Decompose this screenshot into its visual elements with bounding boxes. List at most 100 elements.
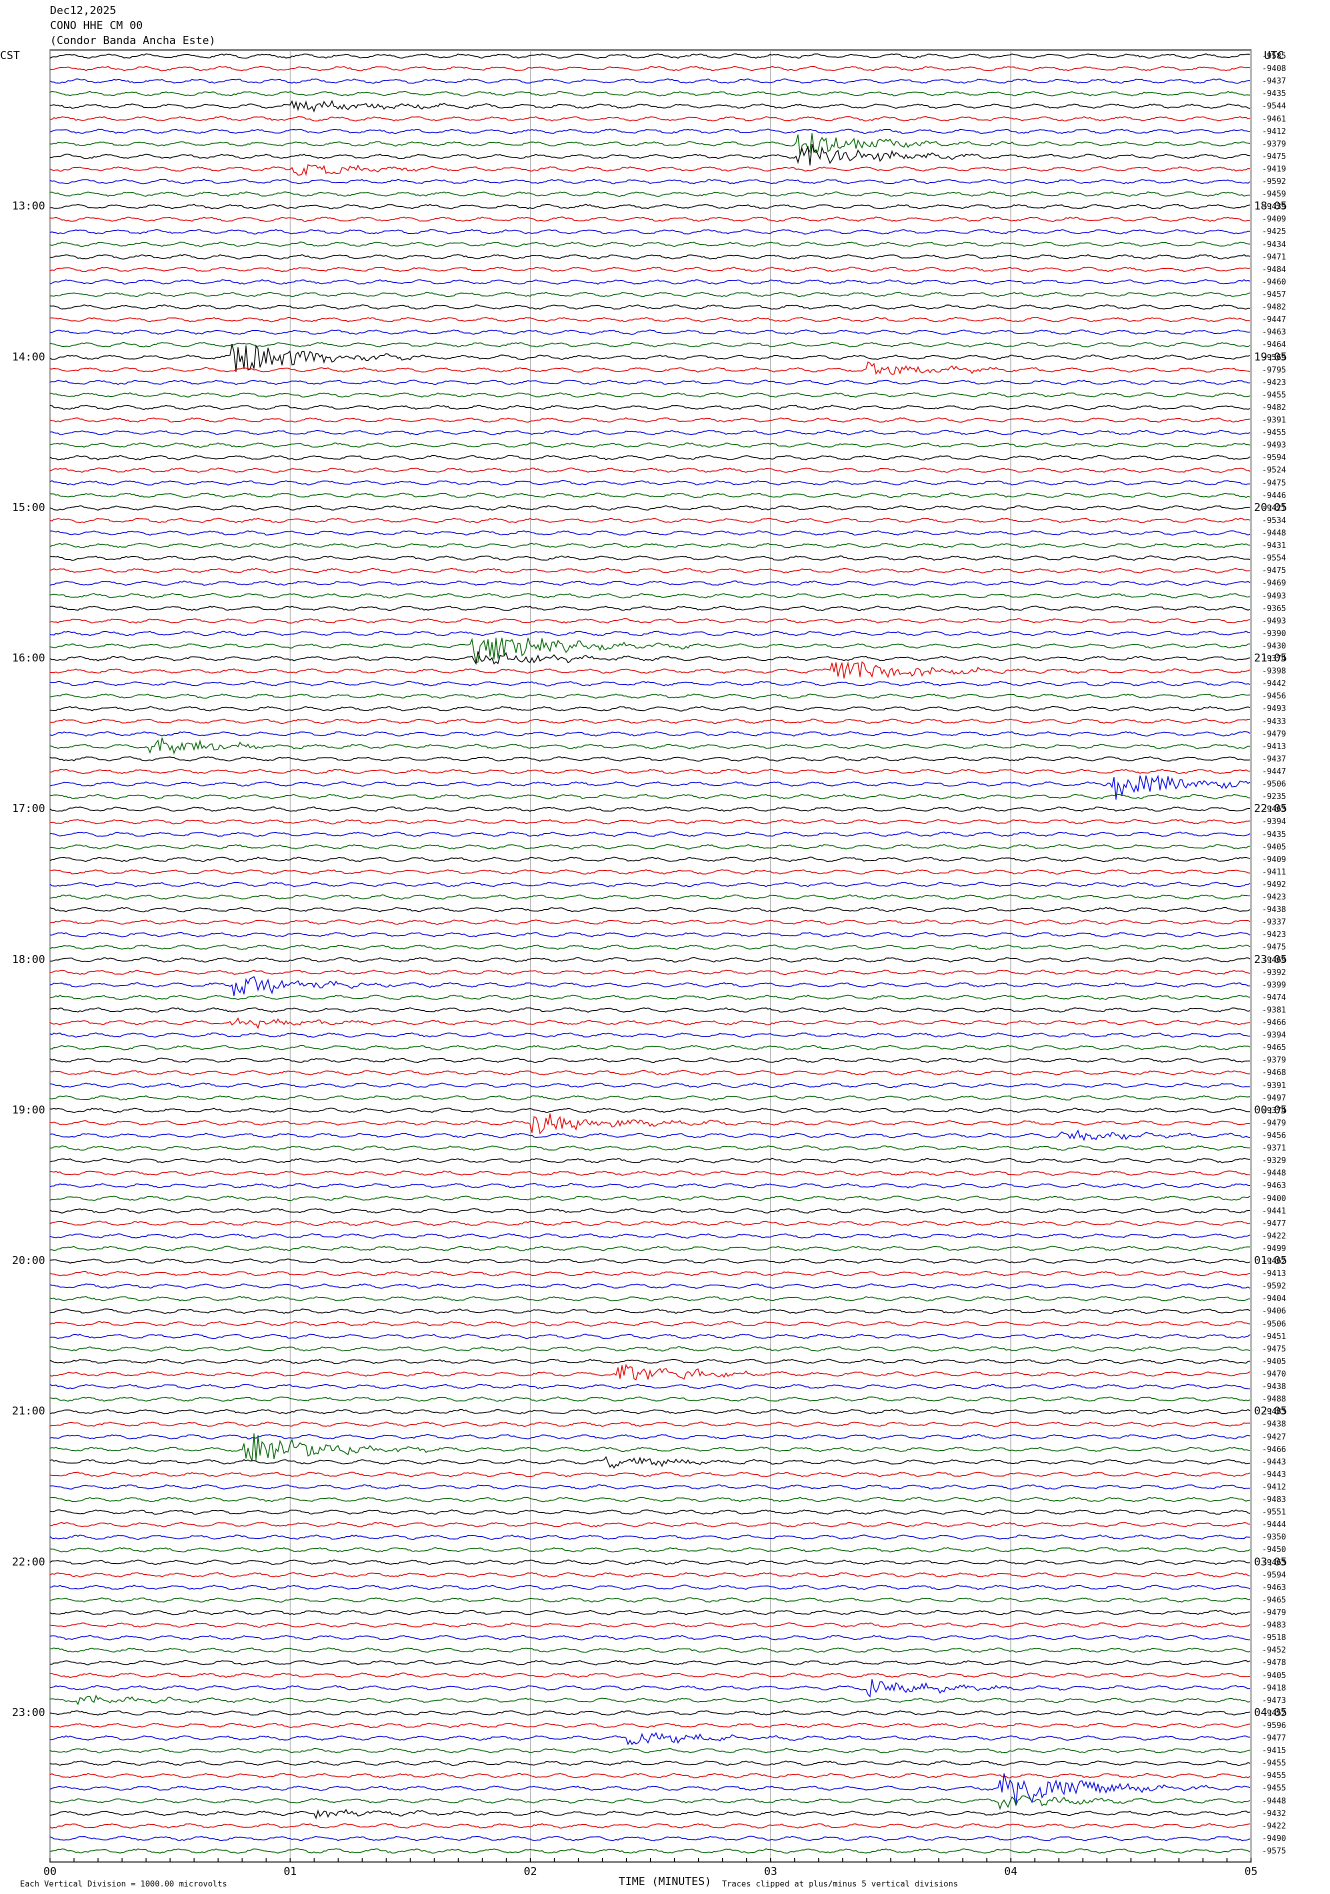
trace [49, 1233, 1251, 1239]
trace [49, 1421, 1251, 1427]
trace-offset: -9406 [1262, 1307, 1286, 1316]
trace-offset: -9493 [1262, 441, 1286, 450]
trace [49, 1129, 1251, 1142]
trace-offset: -9451 [1262, 1332, 1286, 1341]
trace [49, 1408, 1251, 1415]
trace-offset: -9478 [1262, 1658, 1286, 1667]
trace [49, 731, 1251, 737]
trace [49, 1572, 1251, 1578]
site: (Condor Banda Ancha Este) [50, 34, 216, 47]
trace-offset: -9459 [1262, 190, 1286, 199]
trace [49, 555, 1251, 561]
trace [49, 1057, 1251, 1063]
trace-offset: -9493 [1262, 616, 1286, 625]
trace [49, 1195, 1251, 1202]
trace-offset: -9400 [1262, 1194, 1286, 1203]
utc-time-label: 02:05 [1254, 1405, 1287, 1418]
trace [49, 1183, 1251, 1189]
trace [49, 1044, 1251, 1051]
trace [49, 344, 1251, 372]
trace [49, 580, 1251, 586]
trace [49, 1157, 1251, 1164]
trace-offset: -9477 [1262, 1219, 1286, 1228]
trace [49, 1358, 1251, 1365]
trace-offset: -9456 [1262, 692, 1286, 701]
trace-offset: -9469 [1262, 955, 1286, 964]
trace [49, 78, 1251, 84]
trace [49, 975, 1250, 997]
x-tick-label: 05 [1244, 1865, 1257, 1878]
trace-offset: -9350 [1262, 1533, 1286, 1542]
trace-offset: -9415 [1262, 1746, 1286, 1755]
trace [49, 517, 1251, 524]
trace [49, 228, 1251, 235]
trace-offset: -9461 [1262, 114, 1286, 123]
trace [49, 1245, 1251, 1252]
trace [49, 1823, 1251, 1829]
trace [49, 454, 1251, 461]
trace-offset: -9460 [1262, 277, 1286, 286]
trace [49, 291, 1251, 298]
trace [49, 178, 1251, 185]
trace [49, 737, 1251, 755]
trace-offset: -9482 [1262, 303, 1286, 312]
trace [49, 1484, 1251, 1490]
trace-offset: -9569 [1262, 353, 1286, 362]
trace-offset: -9457 [1262, 290, 1286, 299]
trace [50, 705, 1251, 712]
trace-offset: -9432 [1262, 1809, 1286, 1818]
trace-offset: -9468 [1262, 1068, 1286, 1077]
trace-offset: -9446 [1262, 491, 1286, 500]
trace-offset: -9455 [1262, 1784, 1286, 1793]
trace [49, 530, 1251, 536]
trace [49, 1082, 1251, 1089]
plot-frame [49, 49, 1252, 1863]
trace-offset: -9425 [1262, 227, 1286, 236]
trace-offset: -9434 [1262, 240, 1286, 249]
trace [49, 1007, 1251, 1013]
trace [49, 1070, 1250, 1076]
trace-offset: -9405 [1262, 842, 1286, 851]
trace-offset: -9479 [1262, 729, 1286, 738]
trace-offset: -9585 [1262, 52, 1286, 61]
trace [49, 869, 1251, 875]
utc-time-label: 00:05 [1254, 1103, 1287, 1116]
trace-offset: -9379 [1262, 1056, 1286, 1065]
trace [49, 1747, 1251, 1754]
trace [49, 1597, 1251, 1603]
trace-offset: -9493 [1262, 591, 1286, 600]
cst-time-label: 14:00 [12, 350, 45, 363]
trace-offset: -9448 [1262, 1169, 1286, 1178]
utc-time-label: 04:05 [1254, 1706, 1287, 1719]
trace-offset: -9381 [1262, 1005, 1286, 1014]
trace [49, 1835, 1251, 1842]
trace-offset: -9475 [1262, 152, 1286, 161]
trace-offset: -9469 [1262, 579, 1286, 588]
trace [49, 90, 1251, 97]
trace [49, 65, 1251, 72]
trace [49, 164, 1251, 177]
trace [49, 379, 1251, 386]
trace-offset: -9435 [1262, 89, 1286, 98]
trace [49, 1107, 1250, 1114]
trace-offset: -9437 [1262, 77, 1286, 86]
trace [49, 1634, 1251, 1641]
trace [49, 1208, 1251, 1214]
trace-offset: -9544 [1262, 102, 1286, 111]
trace-offset: -9412 [1262, 127, 1286, 136]
x-tick-label: 03 [764, 1865, 777, 1878]
trace [50, 1672, 1251, 1679]
trace [49, 756, 1251, 762]
cst-time-label: 22:00 [12, 1555, 45, 1568]
trace-offset: -9452 [1262, 1708, 1286, 1717]
trace-offset: -9374 [1262, 1106, 1286, 1115]
x-tick-label: 04 [1004, 1865, 1018, 1878]
trace-offset: -9594 [1262, 453, 1286, 462]
trace-offset: -9499 [1262, 1244, 1286, 1253]
trace [49, 1659, 1251, 1666]
utc-time-label: 20:05 [1254, 501, 1287, 514]
trace [49, 542, 1251, 549]
trace-offset: -9483 [1262, 1495, 1286, 1504]
trace [49, 969, 1251, 976]
trace [49, 279, 1251, 285]
